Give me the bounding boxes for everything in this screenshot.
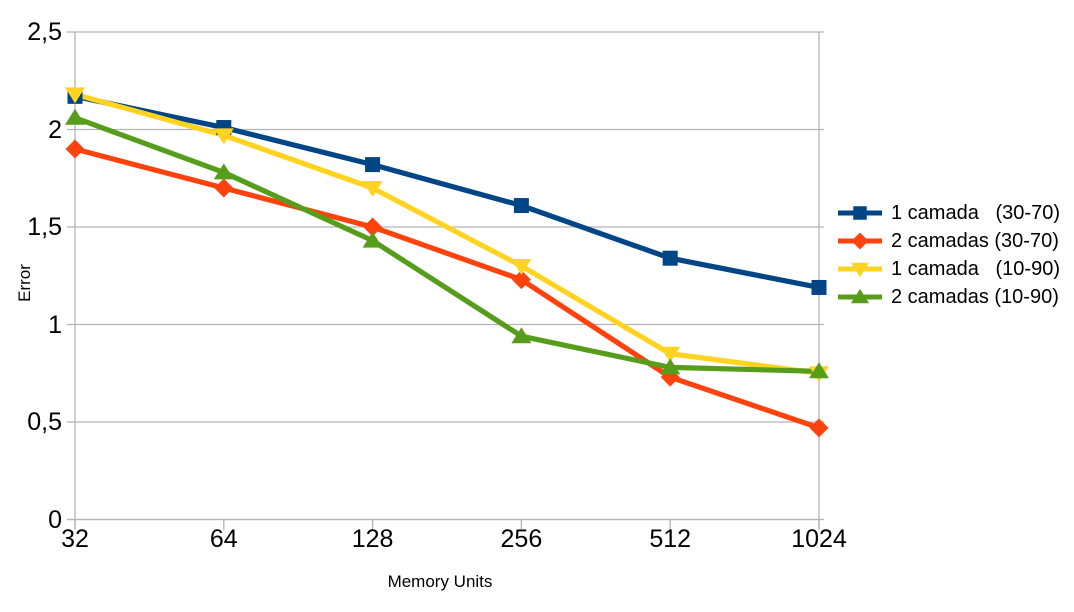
y-tick-label-0: 0 bbox=[48, 505, 62, 534]
x-tick-label-256: 256 bbox=[500, 525, 543, 553]
legend-marker-sample-2 bbox=[851, 262, 869, 278]
data-point-s0-1024 bbox=[811, 279, 827, 295]
x-tick-label-128: 128 bbox=[351, 525, 394, 553]
data-point-s1-256 bbox=[511, 270, 531, 290]
x-tick-label-1024: 1024 bbox=[791, 525, 847, 553]
y-tick-label-2: 2 bbox=[48, 115, 62, 144]
legend-item-3: 2 camadas (10-90) bbox=[836, 283, 1060, 311]
x-tick-label-32: 32 bbox=[61, 525, 89, 553]
x-tick-label-512: 512 bbox=[649, 525, 692, 553]
legend-marker-triangle-down-icon bbox=[838, 262, 882, 278]
legend-label-0: 1 camada (30-70) bbox=[891, 202, 1060, 224]
data-point-s2-512 bbox=[660, 346, 681, 363]
legend-marker-triangle-up-icon bbox=[838, 288, 882, 304]
legend-marker-sample-3 bbox=[851, 288, 869, 304]
data-point-s0-128 bbox=[365, 157, 381, 173]
data-point-s0-256 bbox=[513, 198, 529, 214]
legend-item-1: 2 camadas (30-70) bbox=[836, 227, 1060, 255]
x-axis-title: Memory Units bbox=[387, 572, 493, 591]
data-point-s1-1024 bbox=[809, 418, 829, 438]
legend-marker-sample-0 bbox=[853, 206, 867, 220]
data-point-s3-512 bbox=[660, 358, 681, 375]
series-lines bbox=[72, 91, 822, 431]
gridlines bbox=[67, 31, 824, 521]
legend: 1 camada (30-70) 2 camadas (30-70) 1 camad… bbox=[836, 199, 1060, 311]
y-tick-label-1: 1 bbox=[48, 310, 62, 339]
y-tick-label-2_5: 2,5 bbox=[27, 18, 62, 46]
data-point-s0-512 bbox=[662, 250, 678, 266]
series-line-3 bbox=[72, 115, 822, 374]
data-point-s2-256 bbox=[511, 259, 532, 275]
data-point-s3-128 bbox=[362, 231, 383, 248]
legend-marker-square-icon bbox=[838, 206, 882, 220]
data-point-s3-256 bbox=[511, 327, 532, 344]
data-point-s3-32 bbox=[65, 108, 85, 125]
legend-label-3: 2 camadas (10-90) bbox=[891, 286, 1059, 308]
series-line-2 bbox=[72, 91, 822, 376]
data-point-s1-64 bbox=[214, 178, 234, 198]
data-point-s2-128 bbox=[362, 181, 383, 197]
data-point-s2-32 bbox=[65, 87, 85, 104]
legend-marker-sample-1 bbox=[851, 232, 869, 250]
series-markers bbox=[65, 87, 829, 438]
y-tick-label-1_5: 1,5 bbox=[27, 213, 62, 241]
legend-item-2: 1 camada (10-90) bbox=[836, 255, 1060, 283]
legend-item-0: 1 camada (30-70) bbox=[836, 199, 1060, 227]
data-point-s2-64 bbox=[213, 128, 234, 145]
data-point-s3-1024 bbox=[809, 362, 829, 379]
series-line-1 bbox=[72, 146, 822, 431]
legend-label-1: 2 camadas (30-70) bbox=[891, 230, 1059, 252]
legend-marker-diamond-icon bbox=[838, 232, 882, 250]
y-axis-title: Error bbox=[15, 264, 34, 302]
data-point-s1-128 bbox=[363, 217, 383, 237]
y-tick-label-0_5: 0,5 bbox=[27, 408, 62, 436]
series-line-0 bbox=[72, 93, 822, 291]
axes bbox=[67, 32, 820, 530]
data-point-s1-32 bbox=[65, 139, 85, 159]
x-tick-label-64: 64 bbox=[209, 525, 238, 553]
legend-label-2: 1 camada (10-90) bbox=[891, 258, 1060, 280]
data-point-s3-64 bbox=[213, 163, 234, 180]
